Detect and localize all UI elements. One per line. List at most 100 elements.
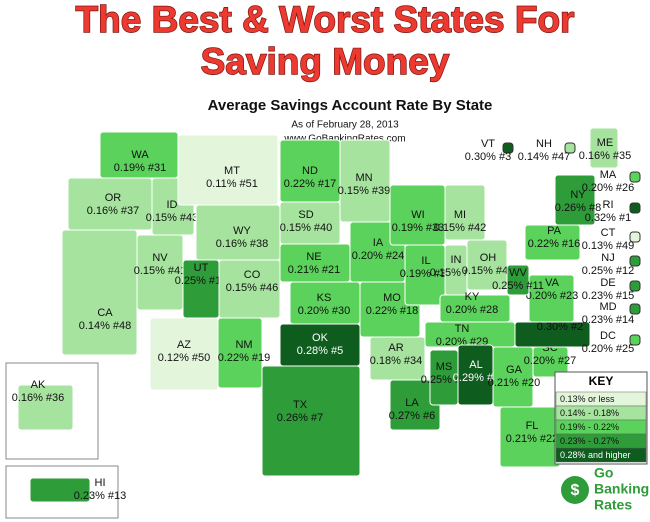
state-rank: #12: [616, 265, 634, 277]
state-shape: [629, 280, 641, 292]
state-abbr: NM: [235, 339, 252, 351]
state-rate: 0.15%: [226, 282, 257, 294]
state-abbr: VT: [481, 138, 495, 150]
state-rate: 0.22%: [218, 352, 249, 364]
state-rank: #38: [250, 238, 268, 250]
state-abbr: IA: [373, 237, 384, 249]
state-rank: #22: [540, 433, 558, 445]
state-label: VA 0.20% #23: [526, 277, 579, 302]
state-abbr: WV: [509, 267, 527, 279]
state-rate: 0.18%: [370, 355, 401, 367]
state-abbr: TN: [455, 323, 470, 335]
state-rate: 0.21%: [506, 433, 537, 445]
state-abbr: MO: [383, 292, 401, 304]
state-label: NE 0.21% #21: [288, 251, 341, 276]
state-rate: 0.20%: [582, 182, 613, 194]
state-abbr: WI: [411, 209, 424, 221]
state-rate: 0.20%: [446, 304, 477, 316]
state-abbr: ME: [597, 137, 614, 149]
state-abbr: AZ: [177, 339, 191, 351]
state-label: WV 0.25% #11: [492, 267, 544, 292]
state-abbr: AL: [469, 359, 482, 371]
state-rate: 0.25%: [421, 374, 452, 386]
state-rank: #36: [46, 392, 64, 404]
state-abbr: CO: [244, 269, 261, 281]
state-abbr: OK: [312, 332, 329, 344]
date: As of February 28, 2013: [291, 120, 399, 131]
state-rate: 0.29%: [453, 372, 484, 384]
state-rate: 0.19%: [392, 222, 423, 234]
state-label: OK 0.28% #5: [297, 332, 343, 357]
state-rank: #1: [619, 212, 631, 224]
state-shape: [524, 224, 581, 261]
state-abbr: DE: [600, 277, 615, 289]
state-abbr: AR: [388, 342, 403, 354]
state-rate: 0.14%: [518, 151, 549, 163]
state-rank: #41: [168, 265, 186, 277]
logo: $ Go Banking Rates: [561, 465, 649, 513]
state-shape: [217, 317, 263, 389]
state-rate: 0.28%: [297, 345, 328, 357]
key-label: 0.14% - 0.18%: [560, 408, 619, 418]
website: www.GoBankingRates.com: [283, 134, 405, 145]
state-abbr: NY: [570, 189, 586, 201]
state-rate: 0.13%: [582, 240, 613, 252]
state-shape: [17, 384, 74, 431]
state-rank: #11: [526, 280, 544, 292]
state-abbr: ND: [302, 165, 318, 177]
state-rank: #34: [404, 355, 422, 367]
state-shape: [629, 303, 641, 315]
state-rank: #3: [499, 151, 511, 163]
state-label: CA 0.14% #48: [79, 307, 132, 332]
state-abbr: UT: [194, 262, 209, 274]
state-shape: [29, 477, 91, 503]
state-label: ME 0.16% #35: [579, 137, 632, 162]
state-label: MI 0.15% #42: [434, 209, 487, 234]
state-label: AK 0.16% #36: [12, 379, 65, 404]
state-rate: 0.26%: [277, 412, 308, 424]
state-abbr: RI: [603, 199, 614, 211]
state-rank: #23: [560, 290, 578, 302]
state-shape: [466, 239, 508, 291]
state-rate: 0.25%: [492, 280, 523, 292]
state-label: MN 0.15% #39: [338, 172, 391, 197]
state-rank: #40: [314, 222, 332, 234]
title-line: The Best & Worst States For: [76, 0, 575, 40]
state-rate: 0.20%: [352, 250, 383, 262]
state-rate: 0.15%: [146, 212, 177, 224]
state-rate: 0.22%: [284, 178, 315, 190]
state-abbr: OH: [480, 252, 497, 264]
state-rate: 0.19%: [400, 268, 431, 280]
state-rank: #31: [148, 162, 166, 174]
state-rank: #17: [318, 178, 336, 190]
state-label: MO 0.22% #18: [366, 292, 419, 317]
state-rate: 0.14%: [79, 320, 110, 332]
key-label: 0.28% and higher: [560, 450, 631, 460]
state-abbr: HI: [95, 477, 106, 489]
state-rate: 0.23%: [582, 314, 613, 326]
state-label: OR 0.16% #37: [87, 192, 140, 217]
state-label: DC 0.20% #25: [582, 330, 635, 355]
state-rate: 0.15%: [462, 265, 493, 277]
state-label: NY 0.26% #8: [555, 189, 601, 214]
key-label: 0.23% - 0.27%: [560, 436, 619, 446]
state-rank: #33: [426, 222, 444, 234]
state-rate: 0.32%: [585, 212, 616, 224]
state-label: NJ 0.25% #12: [582, 252, 635, 277]
state-shape: [629, 202, 641, 214]
state-label: KY 0.20% #28: [446, 291, 499, 316]
state-label: NV 0.15% #41: [134, 252, 187, 277]
state-label: AZ 0.12% #50: [158, 339, 211, 364]
state-label: VT 0.30% #3: [465, 138, 511, 163]
state-abbr: PA: [547, 225, 562, 237]
state-rate: 0.16%: [579, 150, 610, 162]
state-rate: 0.19%: [114, 162, 145, 174]
state-abbr: NH: [536, 138, 552, 150]
logo-text: Banking: [594, 481, 649, 497]
state-abbr: NV: [152, 252, 168, 264]
state-abbr: IN: [451, 254, 462, 266]
state-abbr: MI: [454, 209, 466, 221]
state-abbr: CT: [601, 227, 616, 239]
state-rate: 0.12%: [158, 352, 189, 364]
